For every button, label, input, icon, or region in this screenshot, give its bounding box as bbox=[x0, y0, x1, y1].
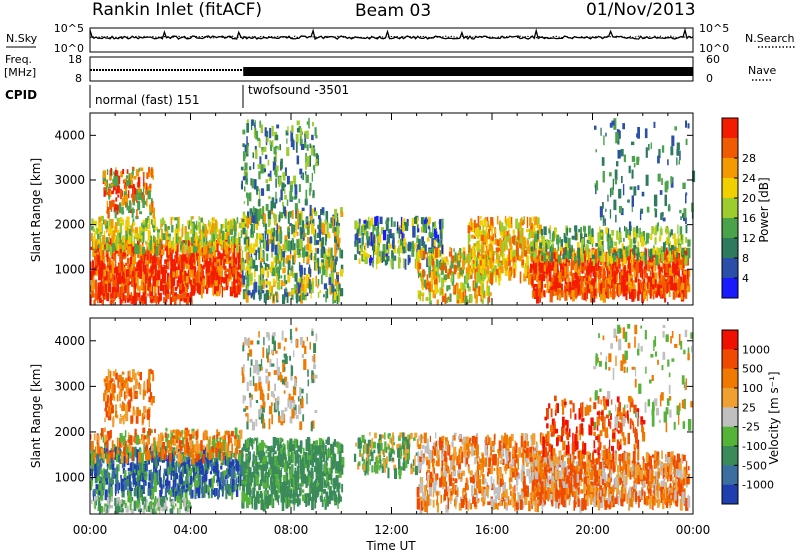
time-axis-label: Time UT bbox=[365, 539, 416, 553]
velocity-colorbar-swatch bbox=[722, 349, 738, 369]
power-ytick: 1000 bbox=[54, 262, 85, 276]
velocity-colorbar-label: Velocity [m s⁻¹] bbox=[767, 371, 781, 464]
power-colorbar-swatch bbox=[722, 238, 738, 259]
power-colorbar-swatch bbox=[722, 198, 738, 219]
power-colorbar-tick: 12 bbox=[742, 232, 756, 245]
cpid-segment-twofsound: twofsound -3501 bbox=[248, 83, 349, 97]
power-colorbar-swatch bbox=[722, 178, 738, 199]
cpid-panel: CPID normal (fast) 151 twofsound -3501 bbox=[5, 83, 349, 108]
velocity-colorbar-tick: 25 bbox=[742, 401, 756, 414]
power-colorbar: 4 8 12 16 20 24 28 Power [dB] bbox=[722, 118, 771, 299]
power-colorbar-swatch bbox=[722, 118, 738, 139]
time-tick: 00:00 bbox=[73, 523, 108, 537]
time-tick: 20:00 bbox=[575, 523, 610, 537]
power-colorbar-swatch bbox=[722, 158, 738, 179]
velocity-ytick: 4000 bbox=[54, 334, 85, 348]
station-title: Rankin Inlet (fitACF) bbox=[92, 0, 262, 20]
noise-right-tick-top: 10^5 bbox=[699, 22, 729, 35]
velocity-colorbar-swatch bbox=[722, 427, 738, 447]
velocity-colorbar-swatch bbox=[722, 465, 738, 485]
velocity-colorbar-swatch bbox=[722, 485, 738, 505]
velocity-colorbar-tick: -100 bbox=[742, 440, 767, 453]
freq-series-twofsound bbox=[243, 67, 693, 76]
velocity-colorbar-swatch bbox=[722, 330, 738, 350]
power-colorbar-tick: 28 bbox=[742, 152, 756, 165]
noise-panel: N.Sky 10^5 10^0 10^5 10^0 N.Search bbox=[6, 22, 795, 55]
freq-label-line1: Freq. bbox=[5, 53, 32, 66]
power-colorbar-tick: 4 bbox=[742, 272, 749, 285]
velocity-colorbar-tick: -1000 bbox=[742, 479, 774, 492]
time-tick: 16:00 bbox=[475, 523, 510, 537]
noise-tick-top: 10^5 bbox=[54, 22, 84, 35]
power-colorbar-tick: 8 bbox=[742, 252, 749, 265]
nave-tick-top: 60 bbox=[706, 53, 720, 66]
velocity-ytick: 1000 bbox=[54, 471, 85, 485]
velocity-colorbar-tick: -500 bbox=[742, 459, 767, 472]
beam-title: Beam 03 bbox=[355, 1, 431, 21]
velocity-colorbar: 1000 500 100 25 -25 -100 -500 -1000 Velocity [m… bbox=[722, 330, 781, 505]
power-panel: 1000 2000 3000 4000 Slant Range [km] bbox=[29, 113, 695, 305]
power-colorbar-label: Power [dB] bbox=[757, 177, 771, 242]
time-tick: 00:00 bbox=[676, 523, 711, 537]
power-colorbar-swatch bbox=[722, 258, 738, 279]
noise-sky-label: N.Sky bbox=[6, 32, 38, 45]
power-colorbar-tick: 24 bbox=[742, 172, 756, 185]
velocity-colorbar-tick: -25 bbox=[742, 421, 760, 434]
freq-label-line2: [MHz] bbox=[4, 66, 36, 79]
cpid-segment-normal: normal (fast) 151 bbox=[95, 93, 199, 107]
velocity-colorbar-swatch bbox=[722, 388, 738, 408]
time-tick: 12:00 bbox=[374, 523, 409, 537]
freq-tick-top: 18 bbox=[68, 53, 82, 66]
nave-tick-bottom: 0 bbox=[706, 72, 713, 85]
freq-tick-bottom: 8 bbox=[75, 72, 82, 85]
velocity-colorbar-tick: 100 bbox=[742, 382, 763, 395]
velocity-colorbar-swatch bbox=[722, 369, 738, 389]
velocity-colorbar-tick: 1000 bbox=[742, 343, 770, 356]
time-tick: 08:00 bbox=[274, 523, 309, 537]
velocity-colorbar-swatch bbox=[722, 407, 738, 427]
power-ytick: 2000 bbox=[54, 218, 85, 232]
cpid-label: CPID bbox=[5, 88, 37, 102]
velocity-ylabel: Slant Range [km] bbox=[29, 364, 43, 468]
power-ytick: 4000 bbox=[54, 128, 85, 142]
velocity-ytick: 2000 bbox=[54, 425, 85, 439]
noise-search-label: N.Search bbox=[745, 32, 795, 45]
time-tick: 04:00 bbox=[173, 523, 208, 537]
power-colorbar-swatch bbox=[722, 278, 738, 299]
date-title: 01/Nov/2013 bbox=[586, 0, 696, 20]
velocity-colorbar-swatch bbox=[722, 446, 738, 466]
power-colorbar-swatch bbox=[722, 218, 738, 239]
power-colorbar-swatch bbox=[722, 138, 738, 159]
freq-panel: Freq. [MHz] 18 8 60 0 Nave bbox=[4, 53, 776, 85]
power-colorbar-tick: 16 bbox=[742, 212, 756, 225]
nave-label: Nave bbox=[748, 64, 776, 77]
power-ytick: 3000 bbox=[54, 173, 85, 187]
noise-sky-series bbox=[90, 30, 693, 39]
velocity-colorbar-tick: 500 bbox=[742, 363, 763, 376]
power-ylabel: Slant Range [km] bbox=[29, 158, 43, 262]
power-colorbar-tick: 20 bbox=[742, 192, 756, 205]
velocity-panel: 1000 2000 3000 4000 Slant Range [km] bbox=[29, 318, 693, 514]
velocity-ytick: 3000 bbox=[54, 379, 85, 393]
